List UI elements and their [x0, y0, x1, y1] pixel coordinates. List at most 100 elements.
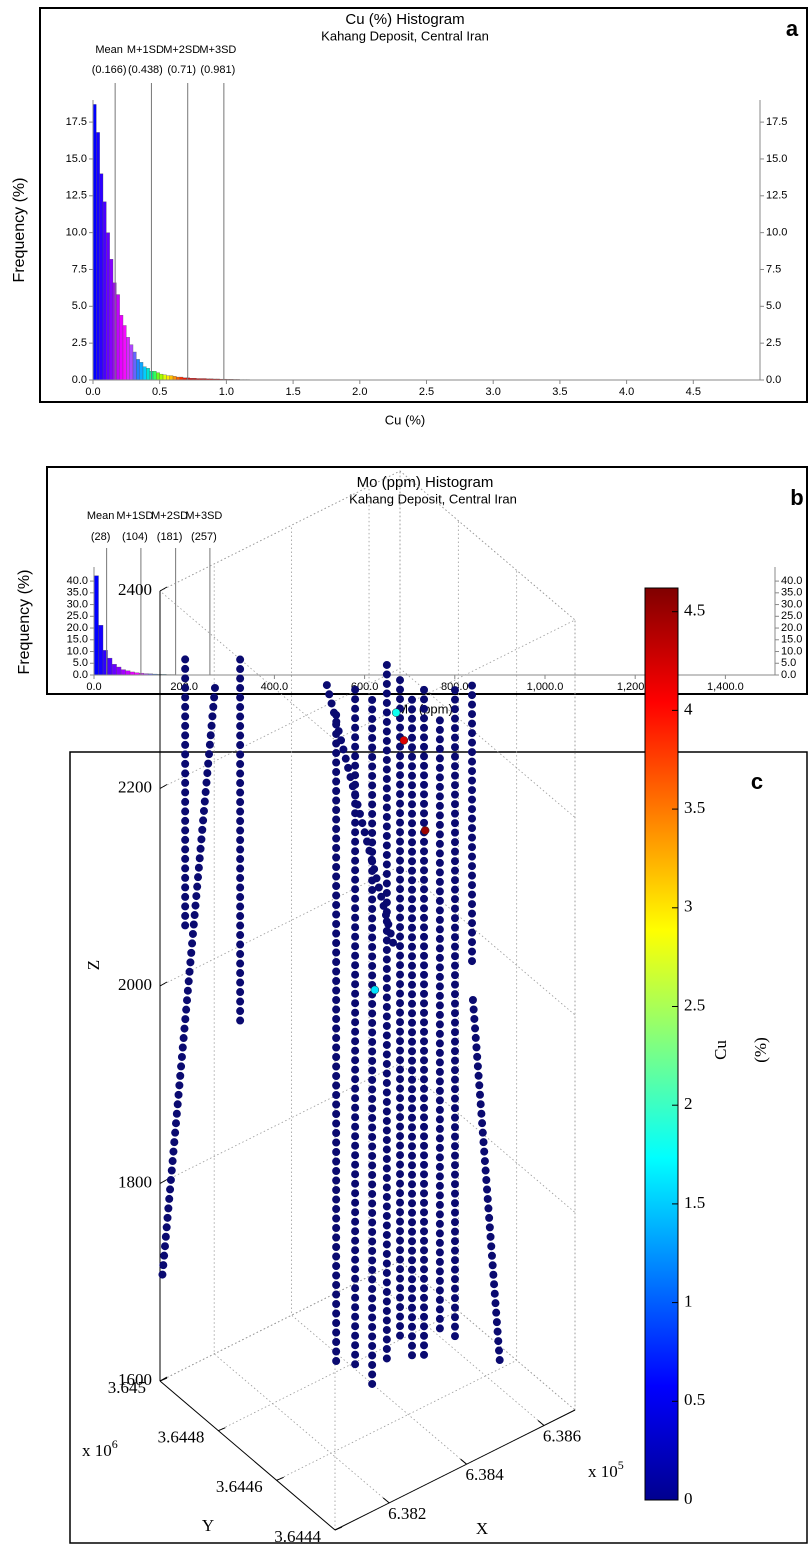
x-tick-label: 0.5	[152, 386, 167, 398]
x-tick-label: 3.0	[486, 386, 501, 398]
panel-letter: b	[790, 485, 803, 510]
x-tick-label: 0.0	[86, 681, 101, 693]
x-tick	[460, 1458, 467, 1465]
y-tick-label-right: 10.0	[766, 227, 787, 239]
reference-name: Mean	[95, 44, 123, 56]
x-tick-label: 6.384	[465, 1465, 504, 1484]
reference-value: (0.438)	[128, 64, 163, 76]
x-axis-label: Cu (%)	[385, 412, 425, 427]
colorbar-tick-label: 2	[684, 1094, 693, 1113]
y-tick-label: 0.0	[73, 669, 88, 681]
bar	[92, 104, 97, 381]
panel-frame	[46, 466, 808, 695]
y-tick-label-right: 0.0	[766, 374, 781, 386]
z-tick	[159, 981, 168, 987]
z-tick-label: 2200	[118, 777, 152, 796]
y-axis-label: Y	[202, 1516, 214, 1535]
axis-multiplier: x 105	[588, 1458, 624, 1481]
y-tick-label: 20.0	[67, 622, 88, 634]
x-tick-label: 1.5	[285, 386, 300, 398]
y-tick-label: 10.0	[66, 227, 87, 239]
colorbar	[644, 587, 679, 1501]
drill-hole	[322, 681, 399, 955]
x-tick-label: 400.0	[261, 681, 289, 693]
z-axis-label: Z	[84, 960, 103, 970]
reference-value: (0.71)	[167, 64, 196, 76]
z-tick-label: 2400	[118, 580, 152, 599]
y-tick-label: 17.5	[66, 116, 87, 128]
sample-point	[420, 826, 430, 835]
bar	[102, 201, 107, 381]
z-tick-label: 1800	[118, 1172, 152, 1191]
reference-value: (0.166)	[92, 64, 127, 76]
bar	[126, 337, 130, 381]
y-tick-label-right: 5.0	[766, 300, 781, 312]
bar	[116, 294, 120, 381]
multiplier-base: x 10	[82, 1441, 112, 1460]
y-tick-label: 5.0	[73, 657, 88, 669]
bar	[139, 362, 144, 381]
reference-value: (0.981)	[200, 64, 235, 76]
y-tick-label-right: 15.0	[766, 153, 787, 165]
grid-line	[159, 1063, 576, 1213]
y-tick-label-right: 15.0	[781, 634, 802, 646]
sample-point	[370, 985, 380, 995]
reference-name: Mean	[87, 510, 115, 522]
reference-value: (28)	[91, 531, 111, 543]
bar	[119, 315, 124, 381]
y-tick-label-right: 40.0	[781, 575, 802, 587]
reference-name: M+2SD	[163, 44, 200, 56]
multiplier-base: x 10	[588, 1462, 618, 1481]
y-tick-label: 3.6448	[158, 1428, 205, 1447]
multiplier-exponent: 5	[618, 1458, 624, 1472]
chart-subtitle: Kahang Deposit, Central Iran	[321, 28, 489, 43]
reference-name: M+3SD	[199, 44, 236, 56]
panel-letter: a	[786, 16, 799, 41]
reference-value: (104)	[122, 531, 148, 543]
bar	[106, 232, 110, 381]
bar	[132, 351, 137, 381]
bar	[120, 669, 126, 676]
bar	[129, 344, 134, 381]
y-tick-label: 3.6446	[216, 1477, 263, 1496]
reference-value: (257)	[191, 531, 217, 543]
z-tick	[159, 784, 168, 789]
panel-letter: c	[751, 769, 763, 794]
x-tick-label: 0.0	[85, 386, 100, 398]
reference-name: M+3SD	[185, 510, 222, 522]
x-tick-label: 4.5	[686, 386, 701, 398]
y-tick-label-right: 25.0	[781, 610, 802, 622]
y-tick-label: 35.0	[67, 587, 88, 599]
bar	[169, 375, 174, 381]
axis-multiplier: x 106	[82, 1437, 118, 1460]
bar	[111, 664, 117, 676]
colorbar-tick-label: 4	[684, 699, 693, 718]
colorbar-tick-label: 3	[684, 897, 693, 916]
x-tick-label: 6.386	[543, 1426, 581, 1445]
y-tick-label: 40.0	[67, 575, 88, 587]
chart-title: Cu (%) Histogram	[345, 11, 464, 28]
y-tick-label: 5.0	[72, 300, 87, 312]
bar	[98, 625, 104, 676]
z-tick	[159, 1179, 168, 1184]
y-tick	[218, 1427, 226, 1432]
y-tick	[159, 1377, 168, 1382]
y-axis	[159, 1380, 336, 1531]
bar	[152, 371, 157, 381]
y-tick-label: 25.0	[67, 610, 88, 622]
x-axis-label: X	[476, 1519, 488, 1538]
y-tick-label-right: 10.0	[781, 645, 802, 657]
bar	[96, 132, 100, 381]
bar	[122, 325, 127, 381]
y-tick-label-right: 2.5	[766, 337, 781, 349]
bar	[142, 366, 147, 381]
x-tick-label: 1,000.0	[527, 681, 564, 693]
reference-name: M+2SD	[151, 510, 188, 522]
grid-line	[159, 1260, 576, 1411]
chart-subtitle: Kahang Deposit, Central Iran	[349, 491, 517, 506]
sample-point	[399, 736, 409, 745]
grid-line	[159, 865, 576, 1016]
bar	[93, 575, 99, 676]
